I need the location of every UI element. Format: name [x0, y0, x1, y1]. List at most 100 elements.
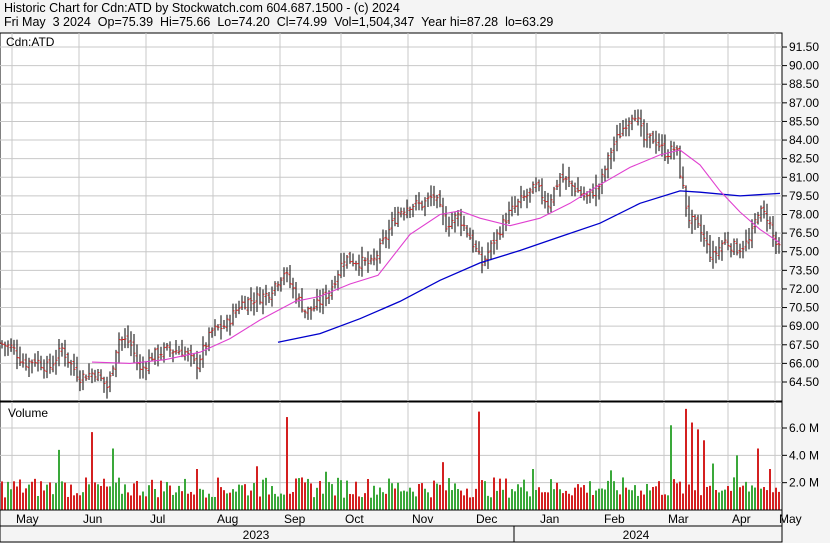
- volume-bar: [739, 487, 741, 510]
- volume-bar: [313, 497, 315, 510]
- ohlc-bar: [618, 122, 622, 139]
- ohlc-bar: [555, 179, 559, 190]
- volume-bar: [661, 494, 663, 510]
- ohlc-bar: [213, 319, 217, 337]
- ohlc-bar: [714, 246, 718, 264]
- ohlc-bar: [630, 114, 634, 131]
- ohlc-bar: [606, 152, 610, 179]
- volume-bar: [706, 486, 708, 510]
- volume-bar: [124, 484, 126, 510]
- volume-bar: [439, 484, 441, 510]
- ohlc-bar: [597, 183, 601, 200]
- volume-bar: [529, 496, 531, 510]
- volume-bar: [733, 477, 735, 510]
- volume-bar: [472, 497, 474, 510]
- ohlc-bar: [12, 339, 16, 355]
- ohlc-bar: [360, 246, 364, 277]
- ohlc-bar: [219, 315, 223, 340]
- volume-bar: [187, 493, 189, 510]
- ohlc-bar: [3, 341, 7, 357]
- volume-bar: [136, 480, 138, 510]
- ohlc-bar: [180, 339, 184, 358]
- volume-bar: [304, 482, 306, 510]
- volume-bar: [43, 490, 45, 510]
- volume-bar: [589, 481, 591, 510]
- ohlc-bar: [693, 214, 697, 230]
- ohlc-bar: [534, 177, 538, 193]
- volume-bar: [241, 485, 243, 510]
- volume-bar: [106, 486, 108, 510]
- volume-bar: [307, 478, 309, 510]
- volume-bar: [211, 496, 213, 510]
- volume-bar: [466, 488, 468, 510]
- volume-bar: [397, 482, 399, 510]
- volume-bar: [163, 491, 165, 510]
- ohlc-bar: [666, 149, 670, 164]
- volume-bar: [133, 483, 135, 510]
- volume-bar: [301, 477, 303, 510]
- volume-bar: [475, 488, 477, 510]
- volume-bar: [616, 490, 618, 510]
- ohlc-bar: [66, 352, 70, 368]
- volume-bar: [586, 492, 588, 510]
- volume-bar: [499, 478, 501, 510]
- price-tick-label: 82.50: [789, 152, 819, 166]
- volume-bar: [85, 477, 87, 510]
- volume-bar: [694, 490, 696, 510]
- price-tick-label: 70.50: [789, 301, 819, 315]
- volume-bar: [697, 429, 699, 510]
- month-label: Jul: [150, 512, 165, 526]
- volume-bar: [412, 491, 414, 510]
- volume-bar: [421, 483, 423, 510]
- volume-bar: [319, 480, 321, 510]
- month-axis: [0, 509, 783, 527]
- ohlc-bar: [558, 172, 562, 197]
- ohlc-bar: [462, 215, 466, 232]
- ohlc-bar: [540, 178, 544, 205]
- ohlc-bar: [177, 345, 181, 355]
- ohlc-bar: [504, 212, 508, 232]
- month-labels: May Jun Jul Aug Sep Oct Nov Dec Jan Feb Mar Apr May: [16, 512, 802, 526]
- volume-bar: [751, 485, 753, 510]
- ohlc-bar: [165, 343, 169, 351]
- volume-bar: [625, 487, 627, 510]
- ohlc-bar: [387, 219, 391, 249]
- ohlc-bar: [426, 192, 430, 207]
- ohlc-bar: [141, 356, 145, 379]
- volume-bar: [598, 488, 600, 510]
- long-moving-average-line: [277, 190, 781, 343]
- volume-bar: [232, 489, 234, 510]
- ohlc-bar: [741, 240, 745, 259]
- ohlc-bar: [663, 134, 667, 162]
- ohlc-bar: [39, 355, 43, 371]
- volume-bar: [538, 487, 540, 510]
- volume-bar: [379, 487, 381, 510]
- volume-bar: [415, 496, 417, 510]
- volume-bar: [112, 448, 114, 510]
- volume-bar: [457, 489, 459, 510]
- volume-bar: [31, 481, 33, 510]
- volume-bar: [367, 479, 369, 510]
- ohlc-bar: [513, 196, 517, 213]
- ohlc-bar: [738, 243, 742, 259]
- ohlc-bar: [216, 324, 220, 331]
- ohlc-bar: [102, 376, 106, 393]
- volume-bar: [424, 488, 426, 510]
- price-tick-label: 91.50: [789, 40, 819, 54]
- ohlc-bar: [768, 216, 772, 230]
- ohlc-bar: [543, 190, 547, 209]
- volume-bar: [571, 495, 573, 510]
- volume-bar: [403, 490, 405, 510]
- ohlc-bar: [417, 192, 421, 211]
- ohlc-bar: [726, 231, 730, 251]
- ohlc-bar: [228, 314, 232, 336]
- ohlc-bar: [627, 117, 631, 137]
- ohlc-bar: [519, 185, 523, 209]
- ohlc-bar: [51, 355, 55, 373]
- volume-bar: [235, 491, 237, 510]
- volume-bar: [757, 448, 759, 510]
- price-tick-label: 75.00: [789, 245, 819, 259]
- ohlc-bar: [120, 336, 124, 351]
- volume-bar: [148, 485, 150, 510]
- volume-bar: [205, 497, 207, 510]
